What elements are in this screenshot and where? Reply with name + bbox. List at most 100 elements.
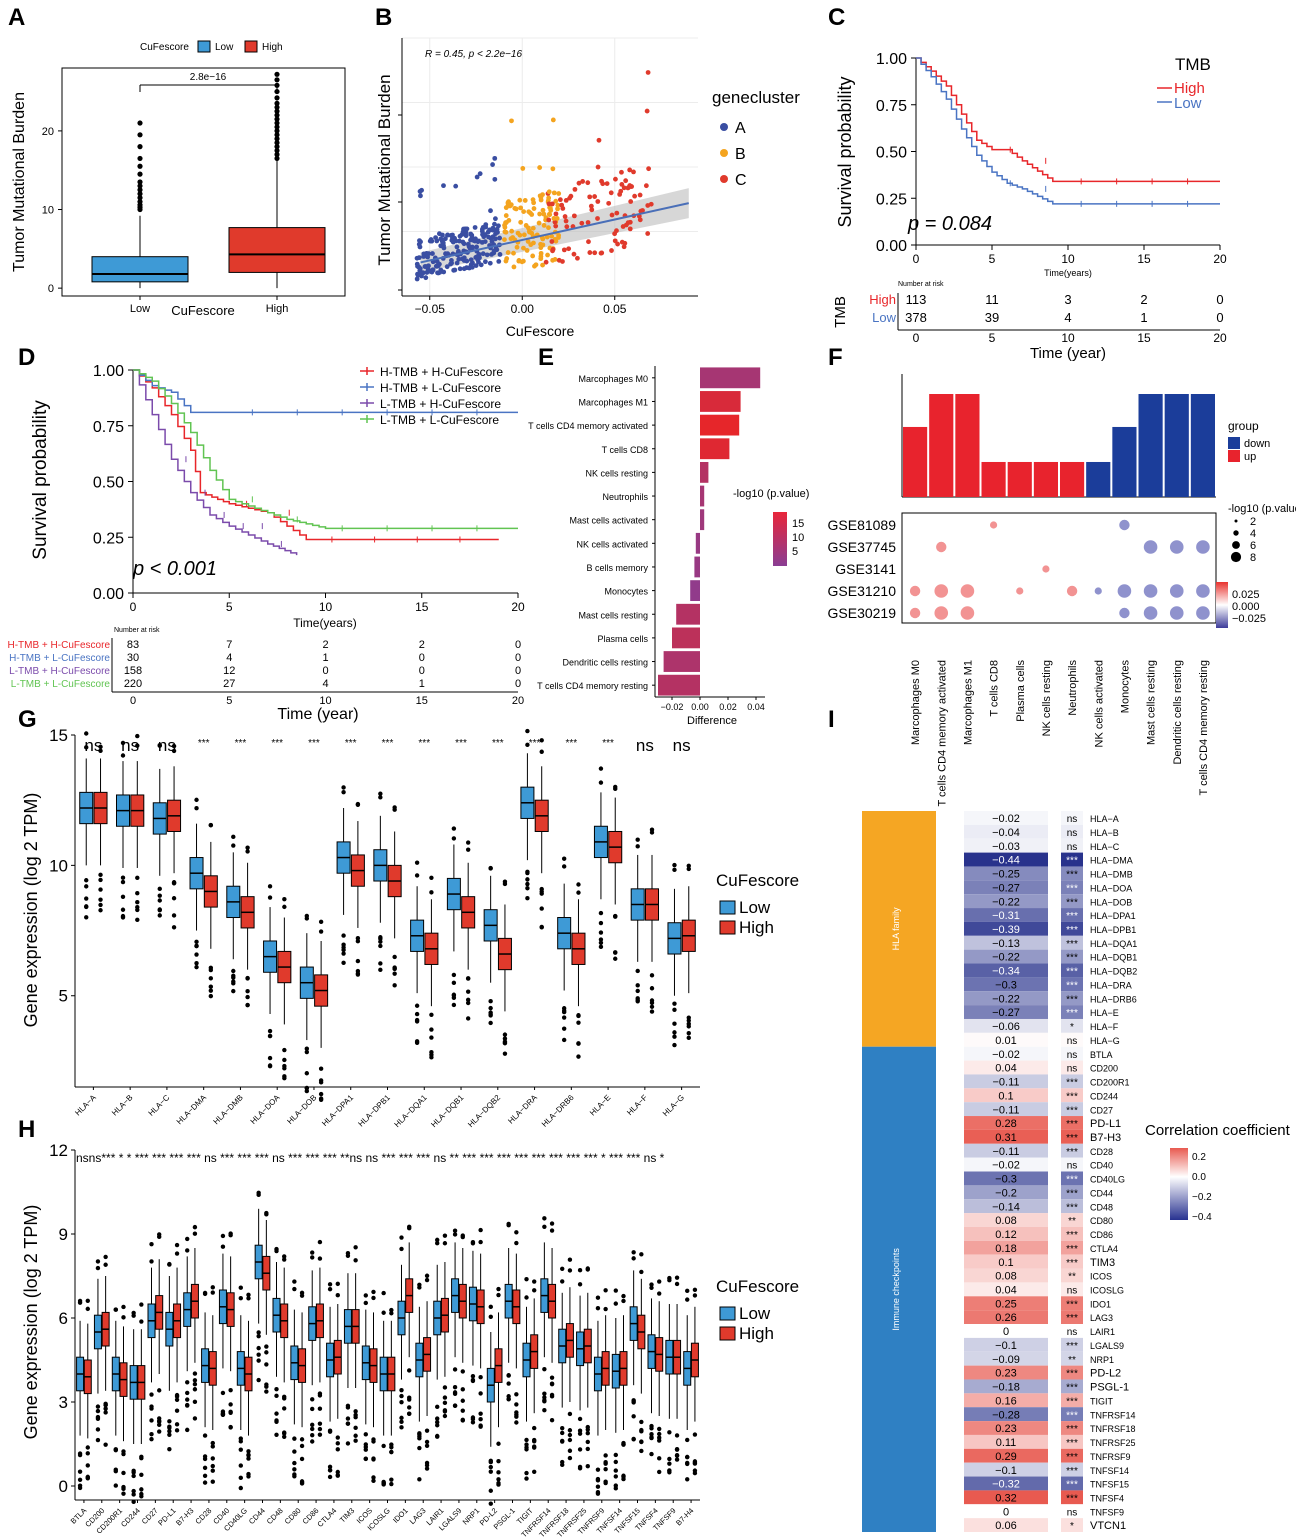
outlier xyxy=(417,1431,422,1436)
category-label: Dendritic cells resting xyxy=(562,658,648,668)
gene-label: HLA−G xyxy=(1090,1036,1120,1046)
outlier xyxy=(613,1486,618,1491)
y-tick-label: 0.50 xyxy=(93,475,124,492)
sig-cell xyxy=(1061,1213,1083,1227)
outlier xyxy=(274,1386,279,1392)
risk-count: 113 xyxy=(906,292,927,307)
risk-count: 4 xyxy=(322,678,328,690)
outlier xyxy=(137,195,143,201)
risk-count: 0 xyxy=(515,678,521,690)
legend-swatch-high xyxy=(719,1326,736,1341)
outlier xyxy=(598,930,604,935)
outlier xyxy=(113,1483,118,1488)
legend-swatch-up xyxy=(1228,450,1240,462)
significance-label: *** xyxy=(602,738,614,749)
dot xyxy=(1119,519,1130,531)
outlier xyxy=(598,940,604,945)
point-cluster-b xyxy=(556,191,562,196)
risk-count: 39 xyxy=(985,310,999,325)
outlier xyxy=(686,863,691,868)
point-cluster-a xyxy=(493,231,498,237)
outlier xyxy=(692,1287,698,1293)
size-legend-tick: 4 xyxy=(1250,528,1256,540)
point-cluster-c xyxy=(571,213,577,219)
outlier xyxy=(149,1404,154,1409)
outlier xyxy=(488,1458,493,1463)
outlier xyxy=(417,1445,422,1451)
heat-legend-tick: −0.4 xyxy=(1192,1212,1212,1223)
panel-label-G: G xyxy=(18,706,37,733)
outlier xyxy=(460,1418,465,1423)
point-cluster-b xyxy=(531,240,536,246)
outlier xyxy=(171,913,177,918)
gene-label: IDO1 xyxy=(1090,1299,1111,1309)
point-cluster-a xyxy=(441,269,447,275)
outlier xyxy=(353,1409,358,1414)
outlier xyxy=(649,1000,655,1006)
outlier xyxy=(95,1437,101,1443)
outlier xyxy=(460,1398,465,1403)
outlier xyxy=(274,140,280,146)
outlier xyxy=(603,1459,608,1465)
gene-label: HLA−DOB xyxy=(1090,897,1132,907)
y-tick-label: 10 xyxy=(49,856,68,875)
outlier xyxy=(131,1468,136,1474)
outlier xyxy=(452,1367,458,1372)
outlier xyxy=(478,1375,483,1380)
point-cluster-a xyxy=(476,238,482,244)
gene-label: CD80 xyxy=(1090,1216,1113,1226)
outlier xyxy=(560,1279,565,1284)
point-cluster-b xyxy=(532,263,537,269)
outlier xyxy=(539,906,544,911)
outlier xyxy=(603,1288,608,1293)
outlier xyxy=(135,917,140,923)
point-cluster-b xyxy=(541,211,547,217)
heat-cell xyxy=(964,1226,1048,1241)
outlier xyxy=(414,1039,420,1044)
legend-entry: L-TMB + H-CuFescore xyxy=(380,397,501,411)
point-cluster-b xyxy=(550,166,556,172)
point-cluster-b xyxy=(556,235,561,240)
outlier xyxy=(245,845,250,850)
risk-count: 2 xyxy=(322,639,328,651)
x-category-label: HLA−DMA xyxy=(175,1093,209,1127)
outlier xyxy=(77,1469,83,1474)
risk-count: 2 xyxy=(1140,292,1147,307)
bar-down xyxy=(1138,394,1163,497)
outlier xyxy=(567,1432,573,1438)
outlier xyxy=(649,1285,654,1290)
outlier xyxy=(238,1285,243,1290)
outlier xyxy=(532,1445,537,1450)
color-legend-tick: −0.025 xyxy=(1232,613,1266,625)
outlier xyxy=(256,1333,261,1339)
x-category-label: CD44 xyxy=(247,1506,267,1526)
outlier xyxy=(157,1429,162,1434)
outlier xyxy=(657,1426,662,1432)
risk-x-tick: 20 xyxy=(1213,331,1227,345)
point-cluster-b xyxy=(530,253,536,259)
x-axis-label: Difference xyxy=(687,715,737,727)
legend-tick: 5 xyxy=(792,546,798,558)
point-cluster-a xyxy=(457,266,463,272)
bar xyxy=(700,509,705,531)
gene-label: PD-L2 xyxy=(1090,1368,1121,1380)
heat-significance: * xyxy=(1070,1022,1074,1033)
point-cluster-b xyxy=(518,219,524,225)
significance-label: *** xyxy=(455,738,467,749)
point-cluster-a xyxy=(454,260,460,266)
correlation-label: R = 0.45, p < 2.2e−16 xyxy=(425,49,522,60)
point-cluster-b xyxy=(511,250,516,256)
outlier xyxy=(192,1416,198,1421)
outlier xyxy=(613,956,618,961)
pvalue-label: p < 0.001 xyxy=(132,558,217,580)
outlier xyxy=(192,1382,198,1387)
outlier xyxy=(392,971,397,976)
heat-significance: *** xyxy=(1066,1493,1078,1504)
point-cluster-c xyxy=(556,257,562,263)
outlier xyxy=(639,1419,644,1425)
risk-count: 2 xyxy=(419,639,425,651)
legend-low: Low xyxy=(739,1304,771,1323)
heat-significance: *** xyxy=(1066,1119,1078,1130)
outlier xyxy=(429,1052,434,1057)
gene-label: HLA−DPB1 xyxy=(1090,925,1136,935)
